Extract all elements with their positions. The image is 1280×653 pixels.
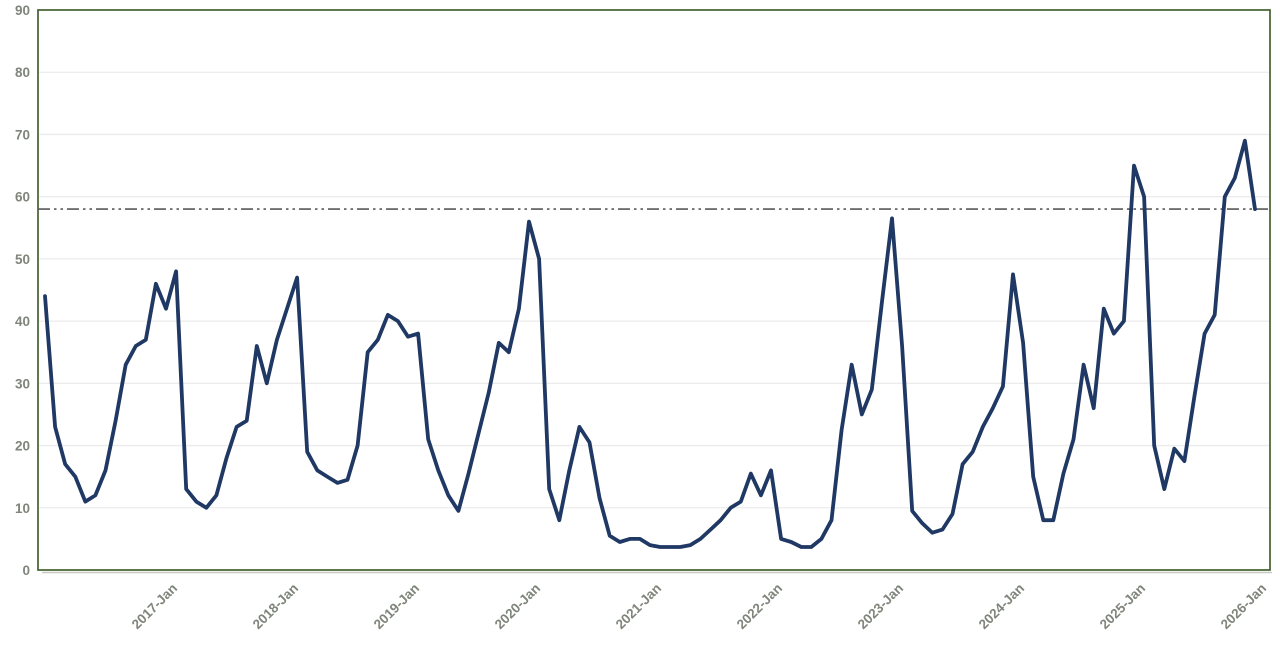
y-axis-tick-label: 90 [15, 3, 30, 18]
x-axis-tick-label: 2019-Jan [371, 581, 422, 632]
y-axis-tick-label: 50 [15, 252, 30, 267]
y-axis-tick-label: 10 [15, 501, 30, 516]
x-axis-tick-label: 2025-Jan [1097, 581, 1148, 632]
x-axis-tick-label: 2017-Jan [129, 581, 180, 632]
data-series-line [43, 138, 1257, 549]
x-axis-tick-label: 2020-Jan [492, 581, 543, 632]
y-axis-tick-label: 0 [22, 563, 30, 578]
y-axis-tick-label: 80 [15, 65, 30, 80]
x-axis-tick-label: 2023-Jan [855, 581, 906, 632]
y-axis-tick-label: 30 [15, 376, 30, 391]
plot-border [37, 9, 1271, 571]
x-axis-tick-label: 2022-Jan [734, 581, 785, 632]
x-axis-tick-label: 2026-Jan [1218, 581, 1269, 632]
x-axis-tick-label: 2021-Jan [613, 581, 664, 632]
x-axis-tick-label: 2018-Jan [250, 581, 301, 632]
y-axis-tick-label: 40 [15, 314, 30, 329]
y-axis-tick-label: 20 [15, 439, 30, 454]
y-axis-tick-label: 60 [15, 190, 30, 205]
y-axis-tick-label: 70 [15, 127, 30, 142]
x-axis-tick-label: 2024-Jan [976, 581, 1027, 632]
